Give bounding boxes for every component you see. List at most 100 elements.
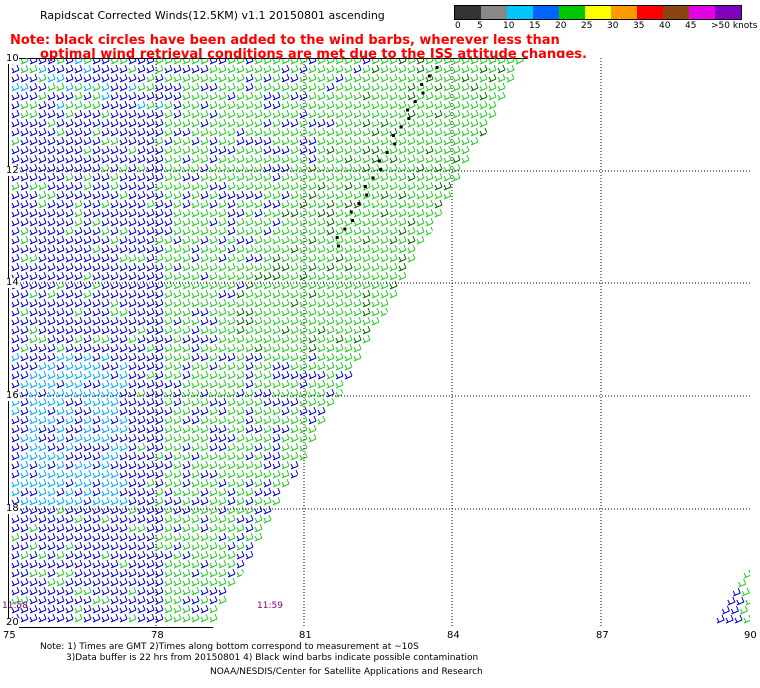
wind-barb [128, 163, 137, 173]
wind-barb [83, 172, 92, 182]
wind-barb [371, 298, 380, 308]
wind-barb [74, 307, 83, 317]
wind-barb [182, 190, 191, 200]
wind-barb [335, 316, 344, 326]
wind-barb [155, 271, 164, 281]
wind-barb [146, 433, 155, 443]
wind-barb [290, 109, 299, 119]
wind-barb [272, 64, 281, 74]
wind-barb [272, 460, 281, 470]
wind-barb [164, 550, 173, 560]
wind-barb [290, 127, 299, 137]
wind-barb [119, 550, 128, 560]
wind-barb [200, 388, 209, 398]
wind-barb [119, 451, 128, 461]
wind-barb [245, 343, 254, 353]
wind-barb [236, 415, 245, 425]
wind-barb [29, 532, 38, 542]
wind-barb [137, 190, 146, 200]
wind-barb [38, 379, 47, 389]
wind-barb [263, 343, 272, 353]
wind-barb [101, 127, 110, 137]
wind-barb [299, 73, 308, 83]
wind-barb [65, 613, 74, 623]
wind-barb [11, 523, 20, 533]
wind-barb [110, 217, 119, 227]
wind-barb [65, 469, 74, 479]
contamination-marker [343, 227, 347, 231]
wind-barb [56, 253, 65, 263]
wind-map[interactable] [8, 58, 750, 628]
wind-barb [371, 271, 380, 281]
wind-barb [416, 136, 425, 146]
wind-barb [245, 154, 254, 164]
wind-barb [254, 91, 263, 101]
wind-barb [209, 550, 218, 560]
wind-barb [200, 586, 209, 596]
wind-barb [317, 379, 326, 389]
wind-barb [326, 262, 335, 272]
wind-barb [236, 136, 245, 146]
lon-label-84: 84 [447, 630, 460, 641]
wind-barb [182, 172, 191, 182]
wind-barb [173, 532, 182, 542]
wind-barb [236, 199, 245, 209]
wind-barb [119, 226, 128, 236]
wind-barb [182, 163, 191, 173]
wind-barb [227, 118, 236, 128]
wind-barb [155, 73, 164, 83]
wind-barb [182, 469, 191, 479]
wind-barb [20, 226, 29, 236]
wind-barb [38, 244, 47, 254]
wind-barb [254, 442, 263, 452]
wind-barb [29, 451, 38, 461]
wind-barb [236, 181, 245, 191]
lon-label-75: 75 [3, 630, 16, 641]
wind-barb [290, 244, 299, 254]
wind-barb [11, 424, 20, 434]
wind-barb [236, 451, 245, 461]
contamination-marker [335, 236, 339, 239]
wind-barb [389, 217, 398, 227]
wind-barb [29, 613, 38, 623]
wind-barb [164, 604, 173, 614]
wind-barb [308, 118, 317, 128]
wind-barb [164, 91, 173, 101]
wind-barb [416, 208, 425, 218]
wind-barb [326, 271, 335, 281]
wind-barb [227, 298, 236, 308]
wind-barb [137, 505, 146, 515]
wind-barb [272, 136, 281, 146]
wind-barb [83, 316, 92, 326]
wind-barb [56, 352, 65, 362]
wind-barb [344, 145, 353, 155]
wind-barb [263, 118, 272, 128]
wind-barb [182, 253, 191, 263]
wind-barb [218, 271, 227, 281]
wind-barb [182, 289, 191, 299]
wind-barb [65, 100, 74, 110]
wind-barb [254, 181, 263, 191]
wind-barb [74, 352, 83, 362]
wind-barb [263, 253, 272, 263]
wind-barb [11, 64, 20, 74]
wind-barb [434, 181, 443, 191]
wind-barb [29, 478, 38, 488]
wind-barb [11, 550, 20, 560]
wind-barb [200, 523, 209, 533]
wind-barb [47, 298, 56, 308]
wind-barb [128, 460, 137, 470]
wind-barb [182, 568, 191, 578]
wind-barb [47, 109, 56, 119]
wind-barb [335, 154, 344, 164]
wind-barb [29, 433, 38, 443]
wind-barb [326, 253, 335, 263]
wind-barb [209, 118, 218, 128]
wind-barb [263, 325, 272, 335]
wind-barb [92, 91, 101, 101]
wind-barb [254, 82, 263, 92]
wind-barb [299, 343, 308, 353]
wind-barb [191, 253, 200, 263]
wind-barb [389, 100, 398, 110]
wind-barb [308, 82, 317, 92]
